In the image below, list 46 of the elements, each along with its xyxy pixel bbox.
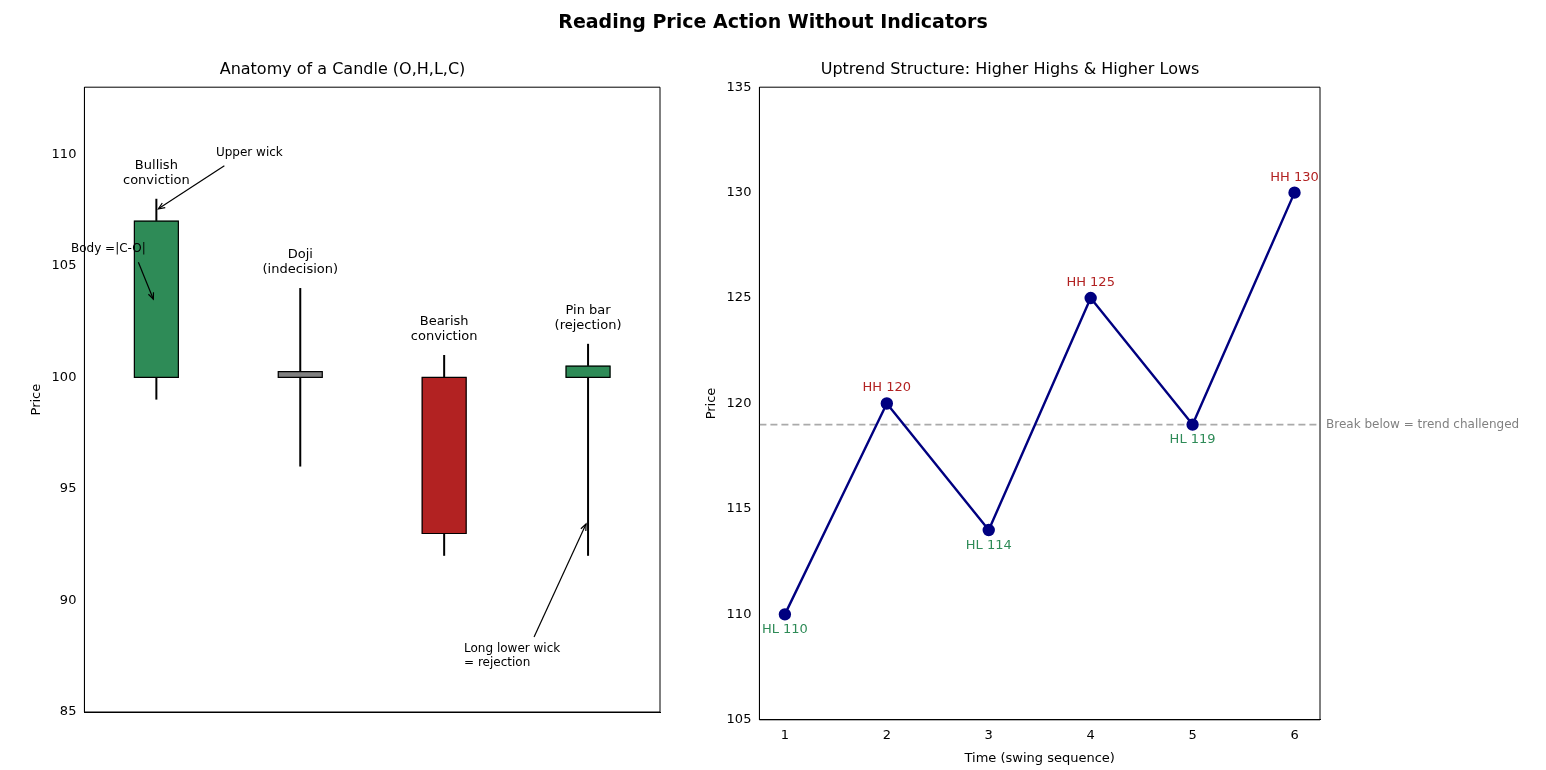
point: [880, 397, 894, 410]
data-label: HL 119: [1169, 431, 1216, 447]
chart-title: Anatomy of a Candle (O,H,L,C): [219, 58, 466, 78]
y-tick-label: 100: [51, 368, 77, 384]
annotation: Long lower wick = rejection: [464, 641, 561, 670]
data-label: HH 120: [862, 379, 912, 395]
point: [1084, 291, 1097, 305]
y-tick-label: 130: [726, 184, 752, 200]
data-label: HH 125: [1066, 273, 1115, 289]
y-tick-label: 95: [59, 480, 77, 496]
text: Reading Price Action Without Indicators: [557, 10, 989, 32]
y-tick-label: 120: [726, 394, 752, 410]
annotation: Bearish conviction: [410, 312, 478, 343]
data-label: HL 110: [761, 621, 808, 637]
y-tick-label: 125: [726, 289, 752, 305]
point: [1288, 186, 1301, 199]
y-tick-label: 85: [59, 703, 77, 719]
y-tick-label: 105: [51, 257, 77, 273]
x-tick-label: 6: [1290, 726, 1299, 742]
y-tick-label: 110: [51, 145, 77, 161]
y-tick-label: 135: [726, 78, 752, 94]
point: [1186, 418, 1199, 431]
x-tick-label: 5: [1188, 726, 1197, 742]
candlestick: [277, 287, 323, 468]
y-axis-title: Price: [28, 383, 44, 416]
y-tick-label: 90: [59, 591, 77, 607]
x-tick-label: 2: [882, 726, 891, 742]
chart-title: Uptrend Structure: Higher Highs & Higher Lows: [820, 58, 1200, 78]
data-label: HL 114: [965, 536, 1012, 552]
y-axis-title: Price: [703, 387, 719, 420]
y-tick-label: 115: [726, 500, 752, 516]
candlestick: [565, 342, 611, 557]
x-tick-label: 3: [984, 726, 993, 742]
x-tick-label: 1: [780, 726, 790, 742]
point: [982, 523, 995, 537]
ref-line-label: Break below = trend challenged: [1326, 416, 1520, 431]
annotation: Bullish conviction: [123, 156, 190, 187]
data-label: HH 130: [1270, 168, 1319, 184]
point: [778, 608, 792, 621]
annotation: Pin bar (rejection): [554, 301, 622, 332]
x-axis-title: Time (swing sequence): [963, 749, 1115, 765]
x-tick-label: 4: [1086, 726, 1095, 742]
annotation: Upper wick: [215, 144, 283, 159]
annotation: Doji (indecision): [262, 245, 339, 276]
y-tick-label: 105: [726, 711, 752, 727]
y-tick-label: 110: [726, 605, 752, 621]
